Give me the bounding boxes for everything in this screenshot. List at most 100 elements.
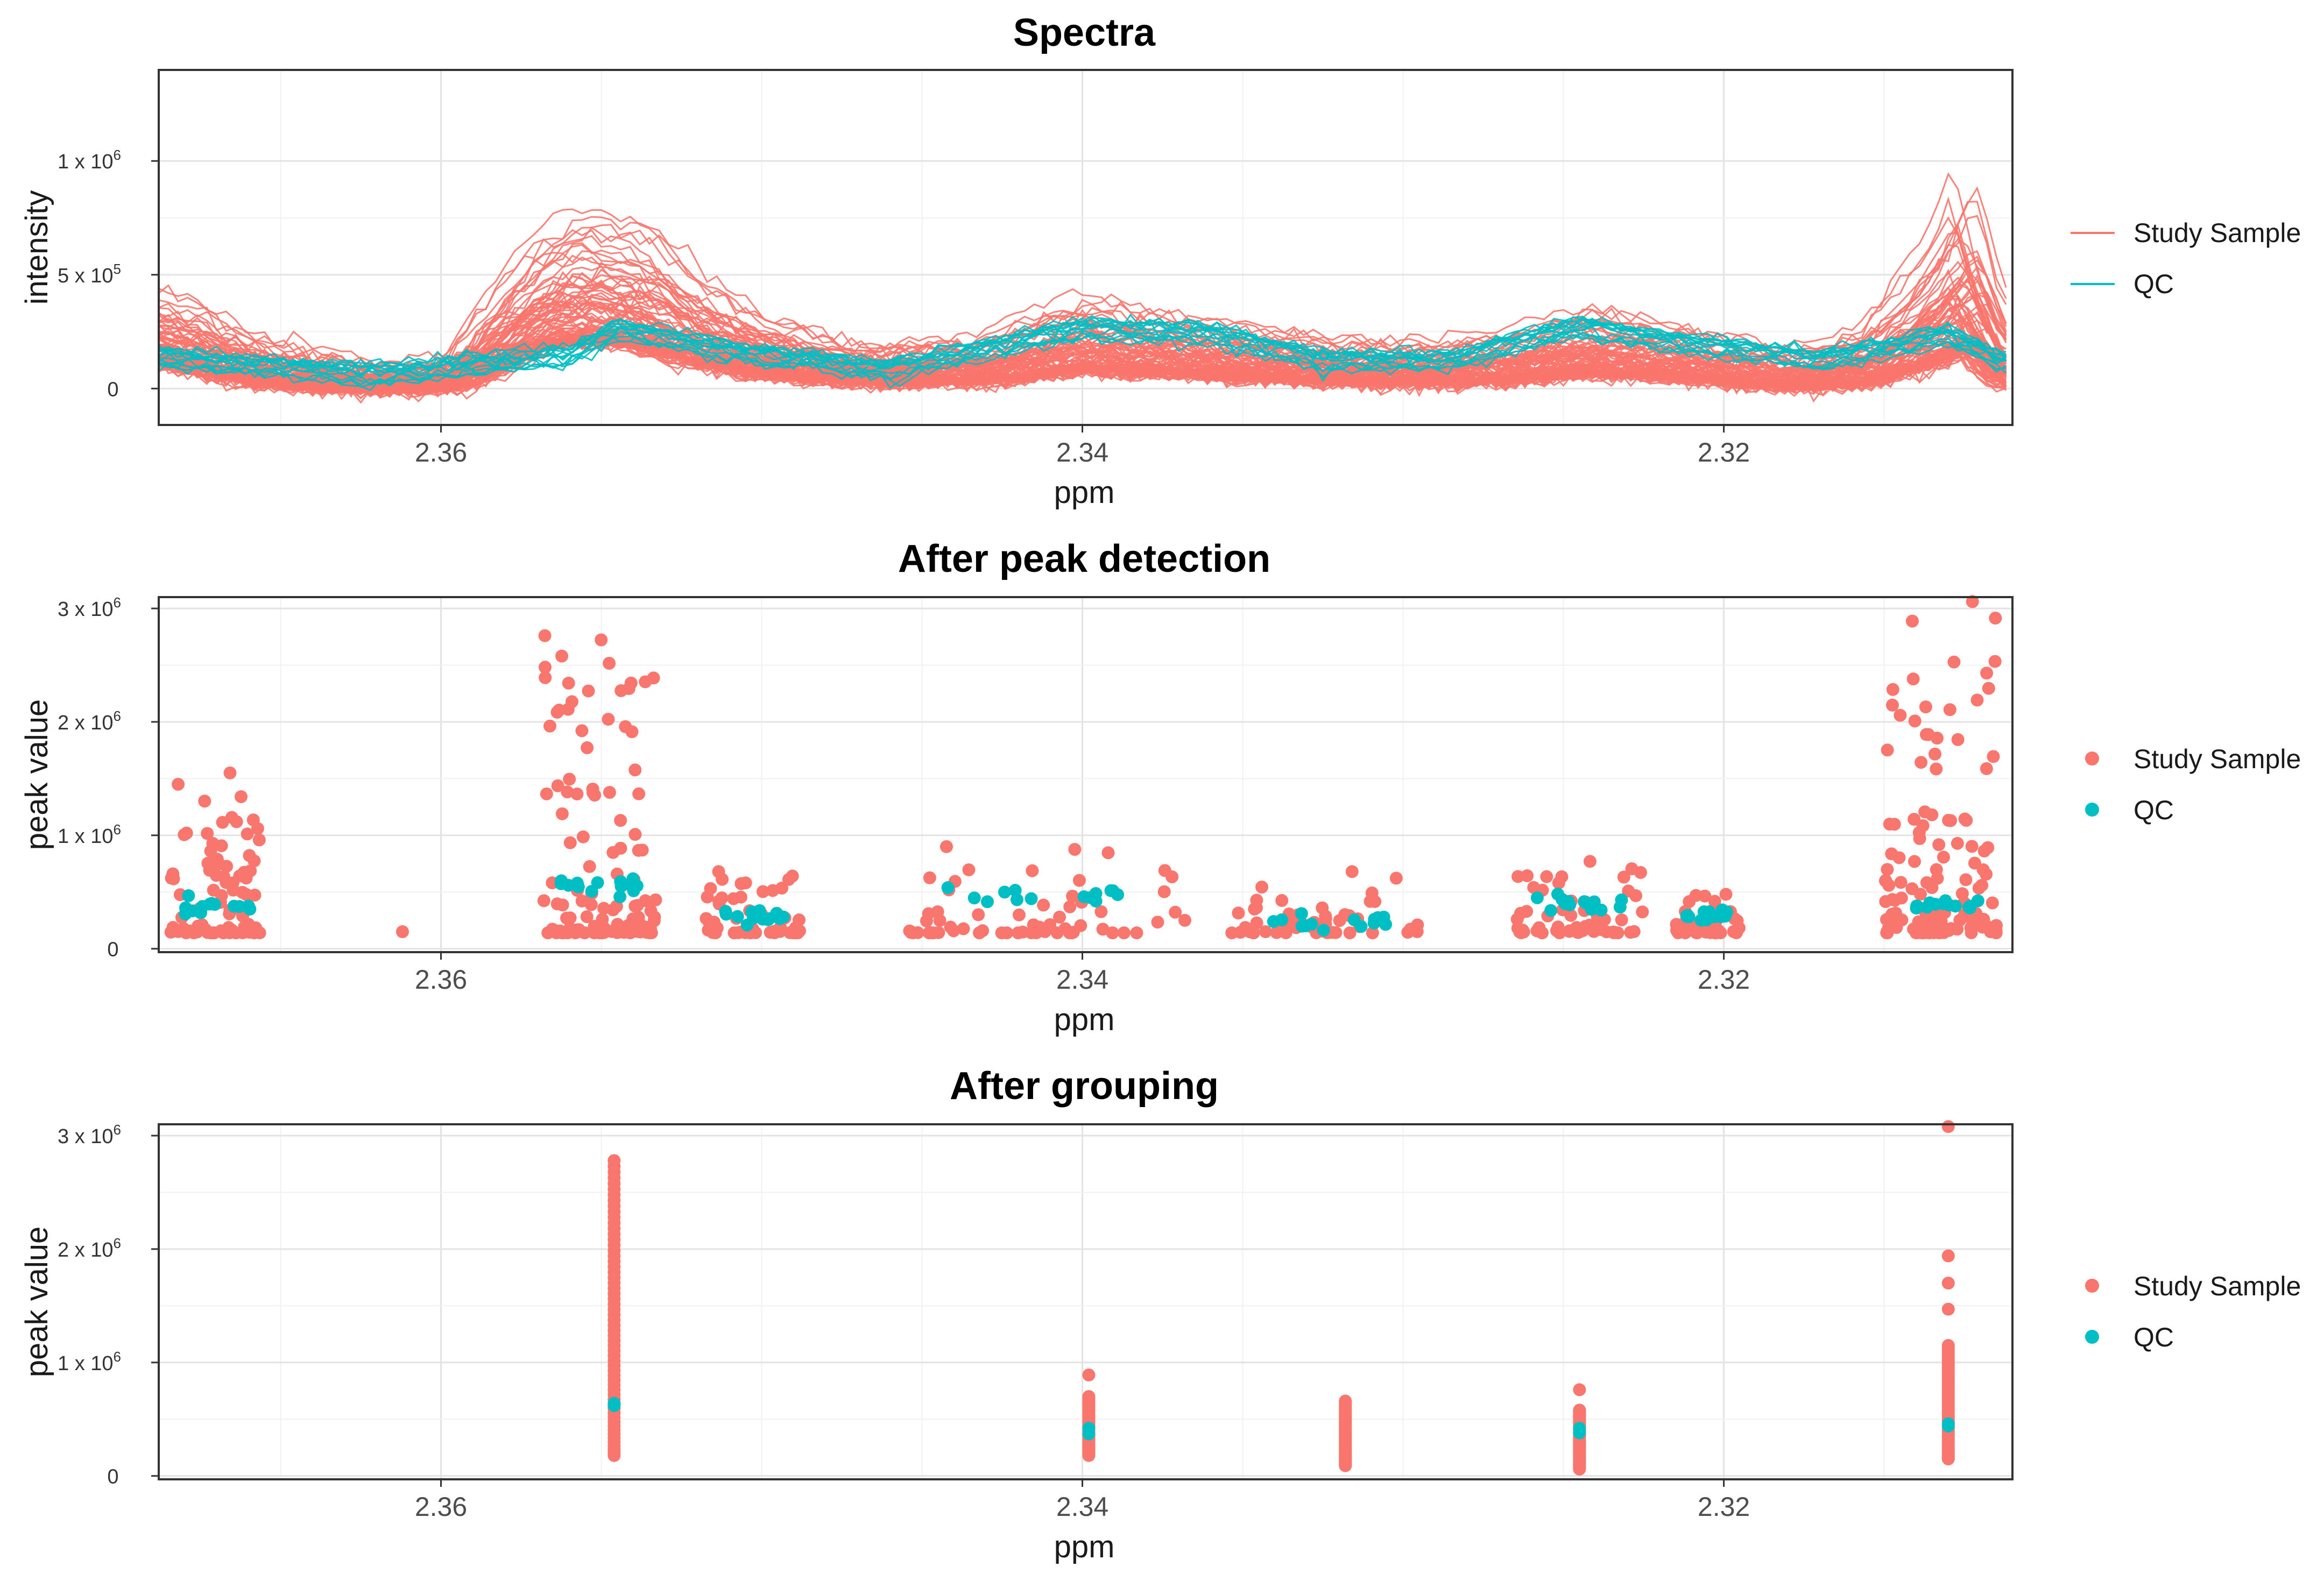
study-sample-point <box>217 870 231 883</box>
study-sample-point <box>1886 683 1899 696</box>
y-axis-ticks: 0 5 x 105 1 x 106 <box>58 147 159 401</box>
study-sample-point <box>1247 926 1260 940</box>
study-sample-point <box>1275 894 1289 907</box>
study-sample-spectrum <box>158 323 2007 394</box>
qc-point <box>614 880 628 893</box>
study-sample-point <box>1158 864 1171 877</box>
study-sample-point <box>1029 926 1043 940</box>
x-tick-label: 2.34 <box>1056 965 1108 995</box>
qc-point <box>1025 892 1038 905</box>
qc-spectrum <box>158 330 2007 389</box>
study-sample-point <box>634 925 647 939</box>
study-sample-point <box>787 926 801 940</box>
study-sample-point <box>1989 924 2003 937</box>
qc-point <box>1923 896 1937 910</box>
study-sample-point <box>1401 926 1415 939</box>
study-sample-point <box>1101 846 1115 860</box>
study-sample-point <box>1932 910 1945 923</box>
qc-point <box>1682 910 1696 924</box>
study-sample-point <box>201 827 214 840</box>
study-sample-point <box>1986 896 1999 910</box>
qc-point <box>1379 918 1393 931</box>
study-sample-point <box>1881 863 1894 876</box>
study-sample-point <box>1989 612 2002 625</box>
study-sample-point <box>1951 836 1964 850</box>
qc-point <box>1551 888 1565 901</box>
study-sample-point <box>1941 1120 1955 1133</box>
study-sample-point <box>647 671 660 685</box>
panel-after-peak-detection: After peak detection 2.36 2.34 2.32 0 1 x 1… <box>19 537 2301 1037</box>
study-sample-point <box>1960 814 1973 827</box>
y-axis-ticks: 0 1 x 106 2 x 106 3 x 106 <box>58 594 159 961</box>
study-sample-point <box>1629 889 1643 903</box>
y-tick-label: 1 x 106 <box>58 1349 121 1375</box>
study-sample-point <box>1617 870 1630 884</box>
study-sample-point <box>628 763 642 777</box>
study-sample-point <box>972 908 985 921</box>
study-sample-point <box>1920 876 1933 889</box>
study-sample-point <box>1096 923 1110 936</box>
legend-key-study-sample <box>2085 751 2099 765</box>
study-sample-point <box>766 884 780 897</box>
study-sample-point <box>1012 908 1026 921</box>
study-sample-point <box>235 790 248 804</box>
study-sample-point <box>203 863 216 877</box>
qc-point <box>555 874 568 888</box>
qc-spectrum <box>158 325 2007 386</box>
legend: Study Sample QC <box>2085 1271 2301 1352</box>
legend-label-qc: QC <box>2134 269 2174 299</box>
study-sample-point <box>1882 878 1896 892</box>
study-sample-point <box>1074 919 1087 932</box>
study-sample-point <box>1905 614 1919 628</box>
study-sample-point <box>251 822 264 835</box>
study-sample-point <box>1225 926 1239 940</box>
study-sample-point <box>1919 728 1933 741</box>
study-sample-point <box>1913 832 1926 845</box>
study-sample-point <box>1965 840 1979 853</box>
qc-point <box>591 876 604 889</box>
study-sample-point <box>1573 1403 1586 1417</box>
panel-after-grouping: After grouping 2.36 2.34 2.32 0 1 x 106 2 x … <box>19 1065 2301 1564</box>
y-axis-label: peak value <box>19 1226 54 1378</box>
qc-point <box>613 890 627 904</box>
study-sample-point <box>1719 888 1733 901</box>
study-sample-point <box>940 840 953 853</box>
qc-point <box>753 904 766 917</box>
study-sample-point <box>1513 925 1527 939</box>
qc-point <box>1585 903 1598 916</box>
x-tick-label: 2.36 <box>415 1492 467 1522</box>
qc-point <box>967 891 981 905</box>
legend: Study Sample QC <box>2071 218 2301 299</box>
study-sample-point <box>1552 876 1565 890</box>
y-tick-label: 3 x 106 <box>58 594 121 621</box>
study-sample-point <box>570 924 583 938</box>
qc-point <box>980 895 994 909</box>
study-sample-spectrum <box>158 336 2007 399</box>
study-sample-point <box>734 890 747 904</box>
qc-point <box>1910 902 1923 915</box>
x-axis-label: ppm <box>1054 1002 1115 1037</box>
study-sample-point <box>1959 873 1973 887</box>
study-sample-point <box>932 926 945 939</box>
peak-points <box>164 595 2003 940</box>
study-sample-point <box>1527 881 1541 894</box>
legend-key-study-sample <box>2085 1279 2099 1293</box>
study-sample-point <box>1885 698 1899 712</box>
study-sample-point <box>1905 882 1919 896</box>
study-sample-spectrum <box>158 338 2007 394</box>
study-sample-point <box>1941 1249 1955 1263</box>
study-sample-point <box>962 863 976 876</box>
study-sample-point <box>1106 926 1119 940</box>
study-sample-point <box>1918 805 1932 819</box>
study-sample-point <box>1885 847 1898 861</box>
x-tick-label: 2.32 <box>1698 437 1750 467</box>
study-sample-point <box>233 869 246 883</box>
study-sample-point <box>1980 667 1994 680</box>
study-sample-point <box>1883 818 1896 831</box>
study-sample-point <box>1980 868 1993 881</box>
study-sample-point <box>1157 885 1171 898</box>
study-sample-point <box>207 926 221 940</box>
study-sample-spectrum <box>158 291 2007 386</box>
study-sample-point <box>252 833 266 847</box>
y-axis-label: intensity <box>19 190 54 305</box>
